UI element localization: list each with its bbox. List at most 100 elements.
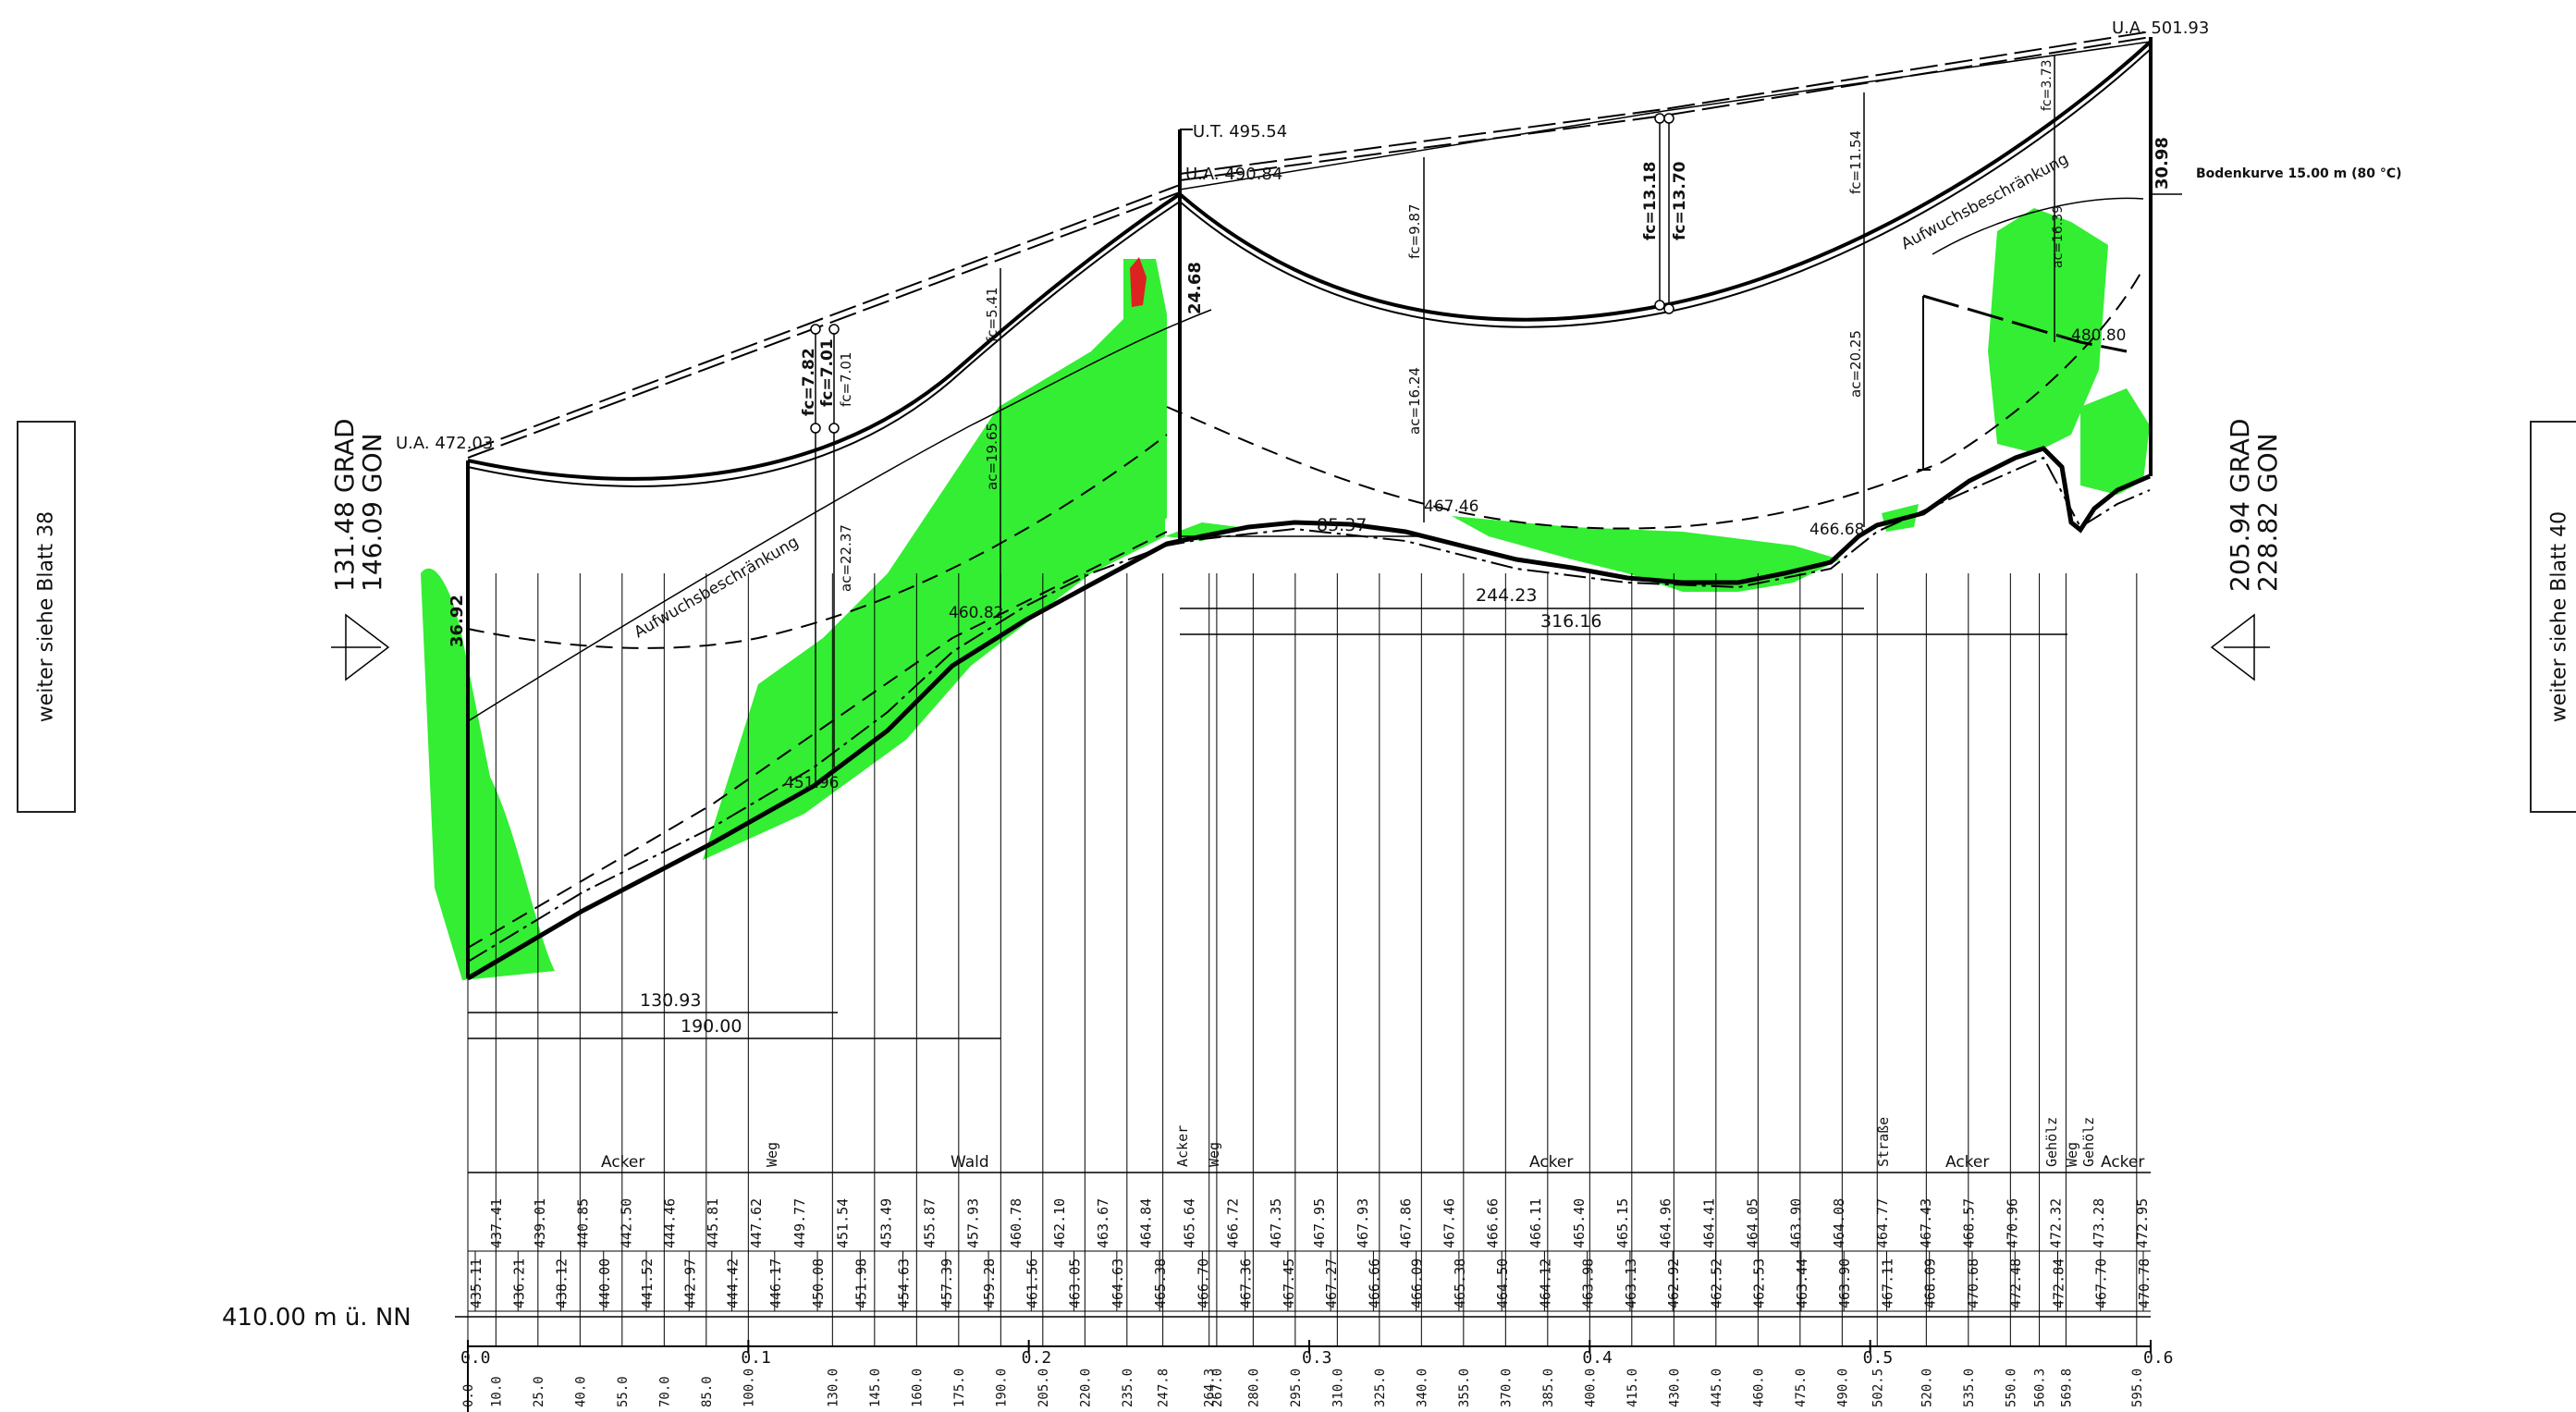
fc-1318-label: fc=13.18 (1641, 162, 1660, 241)
km-tick-label: 0.2 (1022, 1348, 1052, 1368)
dashed-bodenkurve-left (467, 434, 1168, 649)
station-value: 370.0 (1499, 1369, 1514, 1407)
km-tick-label: 0.3 (1302, 1348, 1332, 1368)
survey-height-value: 465.38 (1152, 1259, 1169, 1308)
station-value: 430.0 (1667, 1369, 1682, 1407)
obstacle-marker (1130, 257, 1147, 307)
ground-height-value: 442.50 (619, 1198, 635, 1248)
dashed-curve-mid (1166, 406, 1943, 530)
height-45196-label: 451.96 (784, 774, 839, 792)
ground-height-value: 464.96 (1658, 1198, 1674, 1248)
station-value: 205.0 (1037, 1369, 1051, 1407)
km-tick-label: 0.5 (1863, 1348, 1894, 1368)
height-46668-label: 466.68 (1809, 521, 1864, 539)
station-value: 400.0 (1583, 1369, 1598, 1407)
station-value: 130.0 (826, 1369, 840, 1407)
station-value: 160.0 (910, 1369, 925, 1407)
land-use-label: Acker (1174, 1125, 1191, 1167)
ground-height-value: 455.87 (921, 1198, 938, 1248)
datum-label: 410.00 m ü. NN (222, 1304, 411, 1332)
station-value: 475.0 (1794, 1369, 1809, 1407)
tower-influence-post (1918, 296, 1931, 471)
ground-height-value: 465.64 (1181, 1198, 1197, 1248)
survey-height-value: 467.27 (1323, 1259, 1340, 1308)
station-value: 267.0 (1210, 1369, 1225, 1407)
station-value: 520.0 (1920, 1369, 1934, 1407)
survey-height-value: 441.52 (639, 1259, 656, 1308)
aufwuchs-right (1932, 197, 2144, 255)
survey-height-value: 435.11 (468, 1259, 485, 1308)
ground-height-value: 467.43 (1918, 1198, 1934, 1248)
ground-height-value: 473.28 (2091, 1198, 2107, 1248)
ground-height-value: 447.62 (748, 1198, 765, 1248)
land-use-label: Gehölz (2043, 1117, 2060, 1167)
survey-height-value: 463.13 (1623, 1259, 1639, 1308)
survey-height-value: 467.70 (2093, 1259, 2110, 1308)
station-value: 355.0 (1457, 1369, 1472, 1407)
dim-8537-label: 85.37 (1317, 515, 1367, 535)
station-value: 502.5 (1871, 1369, 1885, 1407)
station-value: 550.0 (2004, 1369, 2018, 1407)
left-tower-height: 36.92 (448, 595, 467, 647)
survey-height-value: 467.45 (1281, 1259, 1297, 1308)
dashed-curve-right (1941, 267, 2144, 463)
middle-tower-ut-label: U.T. 495.54 (1193, 122, 1287, 141)
station-value: 264.3 (1203, 1369, 1218, 1407)
km-tick-label: 0.1 (741, 1348, 771, 1368)
height-46082-label: 460.82 (949, 604, 1003, 622)
survey-height-value: 459.28 (981, 1259, 998, 1308)
station-value: 445.0 (1710, 1369, 1724, 1407)
fc-373-label: fc=3.73 (2040, 59, 2055, 111)
right-continuation-box: weiter siehe Blatt 40 (2530, 421, 2576, 813)
station-value: 460.0 (1751, 1369, 1766, 1407)
survey-height-value: 457.39 (938, 1259, 955, 1308)
ground-height-value: 437.41 (488, 1198, 505, 1248)
land-use-label: Weg (2064, 1142, 2080, 1167)
ground-height-value: 470.96 (2004, 1198, 2020, 1248)
km-tick-label: 0.6 (2143, 1348, 2174, 1368)
survey-height-value: 462.52 (1708, 1259, 1724, 1308)
station-value: 25.0 (532, 1376, 546, 1407)
station-value: 310.0 (1331, 1369, 1345, 1407)
station-value: 70.0 (657, 1376, 672, 1407)
ground-height-value: 464.77 (1874, 1198, 1891, 1248)
ground-height-value: 472.95 (2134, 1198, 2151, 1248)
land-use-label: Acker (2101, 1153, 2144, 1172)
station-value: 560.3 (2033, 1369, 2048, 1407)
station-value: 385.0 (1541, 1369, 1556, 1407)
bodenkurve-label: Bodenkurve 15.00 m (80 °C) (2196, 166, 2402, 181)
dim-13093-label: 130.93 (640, 990, 701, 1011)
ground-height-value: 467.35 (1268, 1198, 1284, 1248)
survey-line (467, 456, 2151, 963)
survey-height-value: 472.48 (2007, 1259, 2024, 1308)
station-value: 280.0 (1246, 1369, 1261, 1407)
ac-1639-label: ac=16.39 (2051, 205, 2066, 268)
dimensions (468, 535, 2067, 1039)
left-tower-label: U.A. 472.03 (396, 434, 493, 453)
ground-height-value: 464.08 (1831, 1198, 1847, 1248)
ground-height-value: 472.32 (2047, 1198, 2064, 1248)
survey-height-value: 444.42 (725, 1259, 742, 1308)
station-value: 247.8 (1157, 1369, 1171, 1407)
ground-line (466, 446, 2151, 981)
right-tower-label: U.A. 501.93 (2112, 18, 2209, 38)
dim-31616-label: 316.16 (1540, 611, 1601, 632)
ac-1965-label: ac=19.65 (984, 423, 1000, 490)
station-value: 0.0 (461, 1384, 476, 1407)
ground-height-value: 449.77 (791, 1198, 808, 1248)
ground-height-value: 463.67 (1095, 1198, 1111, 1248)
ground-height-value: 465.40 (1571, 1198, 1588, 1248)
station-value: 295.0 (1289, 1369, 1304, 1407)
survey-height-value: 468.09 (1922, 1259, 1939, 1308)
height-48080-label: 480.80 (2071, 326, 2126, 345)
land-use-label: Acker (1945, 1153, 1989, 1172)
survey-height-value: 466.70 (1195, 1259, 1211, 1308)
middle-tower-height: 24.68 (1185, 262, 1205, 314)
direction-arrows (331, 613, 2270, 681)
fc-701a-label: fc=7.01 (818, 338, 837, 407)
ground-heights-row: 437.41 439.01 440.85 442.50 444.46 445.81 447.… (488, 1198, 2151, 1248)
survey-height-value: 442.97 (681, 1259, 698, 1308)
left-continuation-box: weiter siehe Blatt 38 (17, 421, 76, 813)
fc-541-label: fc=5.41 (984, 288, 1000, 343)
